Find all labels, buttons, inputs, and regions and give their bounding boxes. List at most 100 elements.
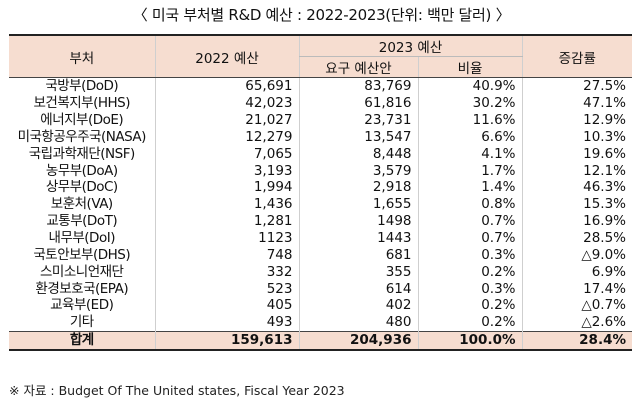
requested-cell: 1,655 [298, 195, 418, 213]
ratio-cell: 0.7% [417, 229, 522, 247]
growth-cell: △0.7% [521, 296, 632, 314]
dept-cell: 보훈처(VA) [50, 196, 113, 213]
requested-cell: 61,816 [298, 94, 418, 112]
requested-cell: 355 [298, 263, 418, 281]
table-row: 교통부(DoT) 1,281 1498 0.7% 16.9% [9, 212, 632, 230]
fy2022-cell: 21,027 [154, 111, 299, 129]
table-row: 스미소니언재단 332 355 0.2% 6.9% [9, 263, 632, 281]
ratio-cell: 0.2% [417, 296, 522, 314]
growth-cell: 17.4% [521, 280, 632, 297]
growth-cell: 16.9% [521, 212, 632, 230]
fy2022-cell: 493 [154, 313, 299, 332]
growth-cell: 10.3% [521, 128, 632, 146]
requested-cell: 681 [298, 246, 418, 264]
requested-cell: 480 [298, 313, 418, 332]
fy2022-cell: 42,023 [154, 94, 299, 112]
table-row: 에너지부(DoE) 21,027 23,731 11.6% 12.9% [9, 111, 632, 129]
fy2022-cell: 1,436 [154, 195, 299, 213]
growth-cell: 6.9% [521, 263, 632, 281]
requested-cell: 402 [298, 296, 418, 314]
dept-cell: 스미소니언재단 [40, 263, 124, 280]
dept-cell: 국립과학재단(NSF) [28, 145, 136, 162]
fy2022-cell: 523 [154, 280, 299, 297]
total-ratio: 100.0% [417, 330, 522, 351]
header-ratio: 비율 [417, 56, 522, 78]
requested-cell: 23,731 [298, 111, 418, 129]
header-requested: 요구 예산안 [298, 56, 418, 78]
ratio-cell: 0.7% [417, 212, 522, 230]
ratio-cell: 30.2% [417, 94, 522, 112]
rd-budget-table: 부처 2022 예산 2023 예산 증감률 요구 예산안 비율 국방부(DoD… [9, 34, 632, 351]
dept-cell: 기타 [69, 314, 94, 331]
ratio-cell: 1.4% [417, 179, 522, 196]
requested-cell: 614 [298, 280, 418, 297]
source-note: ※ 자료 : Budget Of The United states, Fisc… [9, 383, 345, 398]
table-row: 미국항공우주국(NASA) 12,279 13,547 6.6% 10.3% [9, 128, 632, 146]
total-label: 합계 [9, 330, 155, 351]
table-body: 국방부(DoD) 65,691 83,769 40.9% 27.5% 보건복지부(HHS… [9, 77, 632, 351]
ratio-cell: 11.6% [417, 111, 522, 129]
ratio-cell: 1.7% [417, 162, 522, 180]
table-row: 기타 493 480 0.2% △2.6% [9, 313, 632, 332]
table-row: 보건복지부(HHS) 42,023 61,816 30.2% 47.1% [9, 94, 632, 112]
table-row: 상무부(DoC) 1,994 2,918 1.4% 46.3% [9, 179, 632, 196]
requested-cell: 8,448 [298, 145, 418, 163]
growth-cell: 47.1% [521, 94, 632, 112]
total-fy2022: 159,613 [154, 330, 299, 351]
requested-cell: 2,918 [298, 179, 418, 196]
ratio-cell: 40.9% [417, 77, 522, 95]
dept-cell: 에너지부(DoE) [40, 112, 124, 129]
header-fy2022: 2022 예산 [154, 34, 299, 78]
fy2022-cell: 1,281 [154, 212, 299, 230]
requested-cell: 3,579 [298, 162, 418, 180]
fy2022-cell: 1,994 [154, 179, 299, 196]
ratio-cell: 0.3% [417, 280, 522, 297]
growth-cell: 46.3% [521, 179, 632, 196]
table-row: 농무부(DoA) 3,193 3,579 1.7% 12.1% [9, 162, 632, 180]
header-growth: 증감률 [521, 34, 632, 78]
fy2022-cell: 332 [154, 263, 299, 281]
requested-cell: 83,769 [298, 77, 418, 95]
ratio-cell: 0.2% [417, 263, 522, 281]
growth-cell: △9.0% [521, 246, 632, 264]
dept-cell: 국토안보부(DHS) [33, 246, 131, 263]
dept-cell: 상무부(DoC) [45, 179, 118, 196]
total-growth: 28.4% [521, 330, 632, 351]
dept-cell: 교육부(ED) [50, 297, 114, 314]
ratio-cell: 0.8% [417, 195, 522, 213]
dept-cell: 교통부(DoT) [46, 213, 118, 230]
requested-cell: 13,547 [298, 128, 418, 146]
growth-cell: △2.6% [521, 313, 632, 332]
table-row: 보훈처(VA) 1,436 1,655 0.8% 15.3% [9, 195, 632, 213]
header-dept: 부처 [9, 34, 155, 78]
fy2022-cell: 7,065 [154, 145, 299, 163]
growth-cell: 28.5% [521, 229, 632, 247]
total-requested: 204,936 [298, 330, 418, 351]
table-title: 〈 미국 부처별 R&D 예산 : 2022-2023(단위: 백만 달러) 〉 [132, 6, 511, 24]
table-row: 국방부(DoD) 65,691 83,769 40.9% 27.5% [9, 77, 632, 95]
growth-cell: 15.3% [521, 195, 632, 213]
dept-cell: 농무부(DoA) [45, 162, 118, 179]
requested-cell: 1443 [298, 229, 418, 247]
dept-cell: 미국항공우주국(NASA) [17, 128, 147, 145]
fy2022-cell: 65,691 [154, 77, 299, 95]
ratio-cell: 0.3% [417, 246, 522, 264]
ratio-cell: 0.2% [417, 313, 522, 332]
table-row: 내무부(DoI) 1123 1443 0.7% 28.5% [9, 229, 632, 247]
dept-cell: 국방부(DoD) [45, 78, 119, 95]
fy2022-cell: 748 [154, 246, 299, 264]
growth-cell: 27.5% [521, 77, 632, 95]
total-row: 합계 159,613 204,936 100.0% 28.4% [9, 330, 632, 351]
growth-cell: 12.1% [521, 162, 632, 180]
requested-cell: 1498 [298, 212, 418, 230]
table-row: 국립과학재단(NSF) 7,065 8,448 4.1% 19.6% [9, 145, 632, 163]
table-row: 국토안보부(DHS) 748 681 0.3% △9.0% [9, 246, 632, 264]
fy2022-cell: 1123 [154, 229, 299, 247]
fy2022-cell: 12,279 [154, 128, 299, 146]
ratio-cell: 6.6% [417, 128, 522, 146]
dept-cell: 보건복지부(HHS) [33, 95, 130, 112]
fy2022-cell: 405 [154, 296, 299, 314]
fy2022-cell: 3,193 [154, 162, 299, 180]
dept-cell: 환경보호국(EPA) [35, 280, 129, 297]
table-row: 교육부(ED) 405 402 0.2% △0.7% [9, 296, 632, 314]
